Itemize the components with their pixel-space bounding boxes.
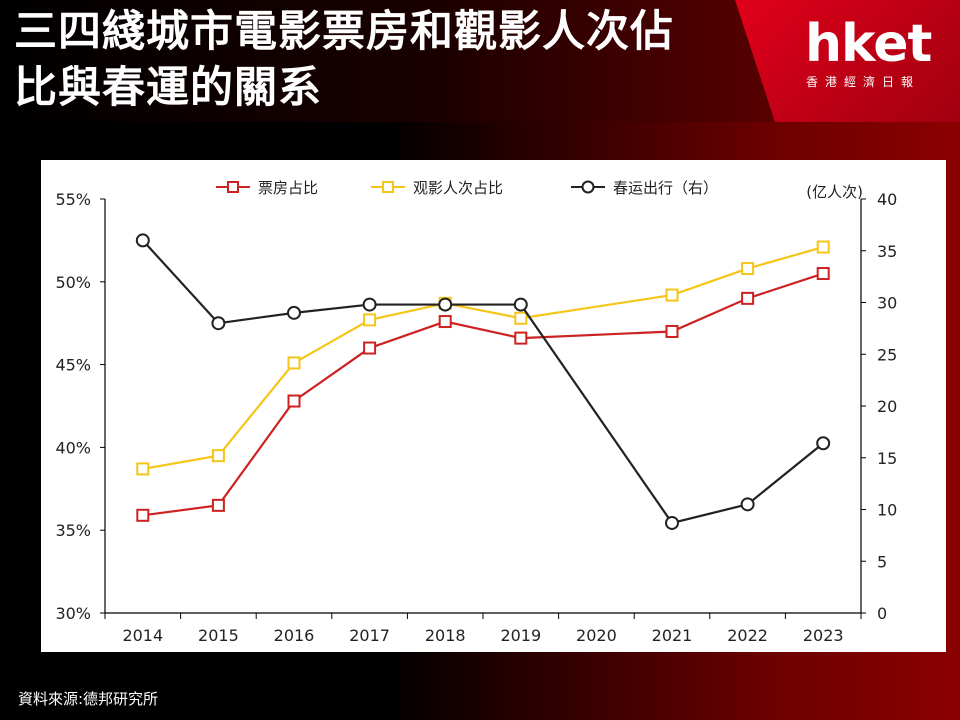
series-point-1 [136, 462, 150, 476]
right-tick-label: 10 [877, 501, 897, 520]
series-point-2 [665, 515, 679, 530]
legend-marker-1 [382, 181, 394, 193]
right-tick-label: 30 [877, 294, 897, 313]
left-tick-label: 35% [55, 521, 91, 540]
source-note: 資料來源:德邦研究所 [18, 690, 159, 708]
right-tick-label: 5 [877, 552, 887, 571]
x-tick-label: 2021 [652, 626, 693, 645]
series-point-1 [816, 240, 830, 254]
chart-panel: 30% 35% 40% 45% 50% 55% 0 5 10 15 20 25 30 35 40 (亿人次) 2… [41, 160, 946, 652]
x-tick-label: 2019 [500, 626, 541, 645]
series-point-0 [136, 508, 150, 522]
hket-logo: hket [805, 14, 932, 74]
series-point-0 [363, 341, 377, 355]
series-point-2 [135, 233, 150, 248]
right-tick-label: 35 [877, 242, 897, 261]
right-axis-unit-label: (亿人次) [806, 183, 863, 201]
series-point-2 [816, 436, 831, 451]
series-point-0 [287, 394, 301, 408]
series-point-1 [211, 449, 225, 463]
series-line-1 [142, 245, 824, 471]
right-tick-label: 25 [877, 345, 897, 364]
left-tick-label: 30% [55, 604, 91, 623]
series-point-1 [665, 288, 679, 302]
line-chart: 30% 35% 40% 45% 50% 55% 0 5 10 15 20 25 30 35 40 (亿人次) 2… [55, 179, 897, 645]
series-point-0 [514, 331, 528, 345]
series-point-0 [665, 324, 679, 338]
series-point-0 [438, 315, 452, 329]
right-tick-label: 0 [877, 604, 887, 623]
right-tick-label: 20 [877, 397, 897, 416]
series-point-1 [287, 356, 301, 370]
series-point-1 [514, 311, 528, 325]
x-tick-label: 2023 [803, 626, 844, 645]
series-point-1 [741, 262, 755, 276]
left-tick-label: 45% [55, 356, 91, 375]
series-point-2 [211, 316, 226, 331]
series-point-2 [362, 297, 377, 312]
logo-subtitle: 香港經濟日報 [806, 75, 921, 89]
series-point-2 [740, 497, 755, 512]
x-tick-label: 2017 [349, 626, 390, 645]
x-tick-label: 2018 [425, 626, 466, 645]
series-point-2 [287, 305, 301, 320]
legend-label-2: 春运出行（右） [613, 179, 718, 197]
x-tick-label: 2022 [727, 626, 768, 645]
series-point-0 [211, 498, 225, 512]
left-tick-label: 55% [55, 190, 91, 209]
x-tick-label: 2020 [576, 626, 617, 645]
legend-marker-0 [227, 181, 239, 193]
legend-label-1: 观影人次占比 [413, 179, 503, 197]
series-line-2 [141, 239, 824, 525]
right-tick-label: 40 [877, 190, 897, 209]
page-title: 三四綫城市電影票房和觀影人次佔比與春運的關系 [14, 7, 674, 113]
series-point-0 [816, 267, 830, 281]
x-tick-label: 2014 [122, 626, 163, 645]
left-tick-label: 50% [55, 273, 91, 292]
series-point-2 [438, 297, 453, 312]
series-point-0 [741, 291, 755, 305]
logo-panel [735, 0, 960, 122]
legend-label-0: 票房占比 [258, 179, 318, 197]
x-tick-label: 2015 [198, 626, 239, 645]
legend-marker-2 [581, 180, 595, 194]
series-point-2 [513, 297, 528, 312]
left-tick-label: 40% [55, 438, 91, 457]
right-tick-label: 15 [877, 449, 897, 468]
series-point-1 [363, 313, 377, 327]
x-tick-label: 2016 [274, 626, 315, 645]
